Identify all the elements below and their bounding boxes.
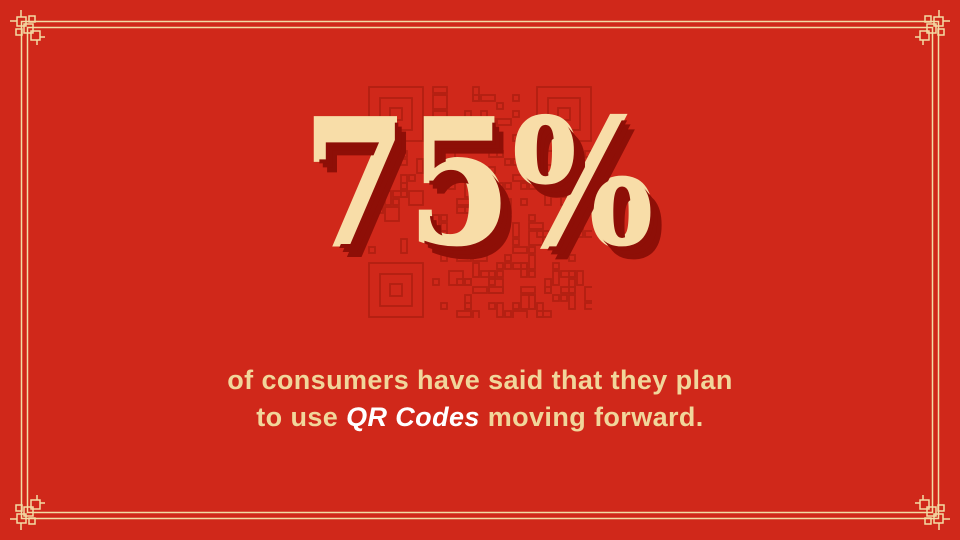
corner-ornament-bottom-left-icon — [9, 494, 46, 531]
caption-highlight-qr-codes: QR Codes — [346, 402, 480, 432]
caption-line-2-before: to use — [256, 402, 347, 432]
corner-ornament-top-right-icon — [914, 9, 951, 46]
caption: of consumers have said that they plan to… — [0, 362, 960, 436]
corner-ornament-top-left-icon — [9, 9, 46, 46]
stat-value: 75% — [302, 82, 656, 285]
caption-line-2-after: moving forward. — [479, 402, 704, 432]
caption-line-2: to use QR Codes moving forward. — [0, 399, 960, 436]
caption-line-1: of consumers have said that they plan — [227, 365, 733, 395]
corner-ornament-bottom-right-icon — [914, 494, 951, 531]
